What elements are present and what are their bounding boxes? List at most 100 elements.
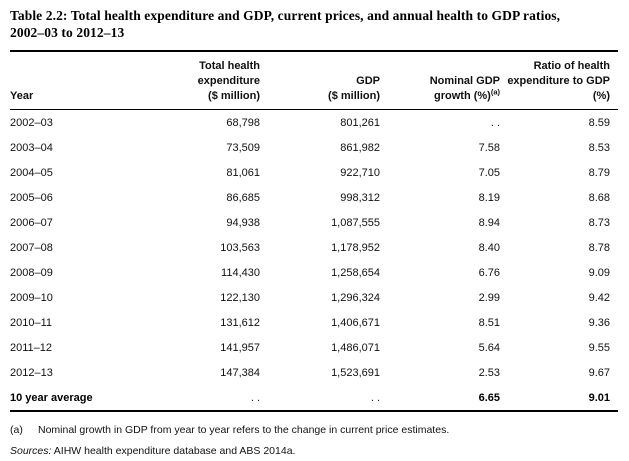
header-row: Year Total health expenditure ($ million…: [10, 51, 618, 110]
table-row: 2007–08 103,563 1,178,952 8.40 8.78: [10, 235, 618, 260]
footnote-marker: (a): [10, 424, 23, 436]
expenditure-gdp-table: Year Total health expenditure ($ million…: [10, 50, 618, 412]
value-cell: 1,523,691: [331, 366, 380, 379]
value-cell: 1,406,671: [331, 316, 380, 329]
value-cell: 122,130: [220, 291, 260, 304]
average-cell-expenditure: . .: [250, 391, 260, 404]
average-cell-nominal-growth: 6.65: [478, 391, 500, 404]
value-cell: 7.58: [478, 141, 500, 154]
table-row: 2006–07 94,938 1,087,555 8.94 8.73: [10, 210, 618, 235]
value-cell: 103,563: [220, 241, 260, 254]
footnote: (a) Nominal growth in GDP from year to ye…: [10, 424, 618, 437]
table-row: 2010–11 131,612 1,406,671 8.51 9.36: [10, 310, 618, 335]
value-cell: 8.94: [478, 216, 500, 229]
sources-line: Sources: AIHW health expenditure databas…: [10, 445, 618, 458]
header-line: (%): [592, 90, 610, 102]
value-cell: 114,430: [221, 266, 260, 279]
year-cell: 2012–13: [10, 366, 53, 379]
table-body: 2002–03 68,798 801,261 . . 8.59 2003–04 73,509…: [10, 110, 618, 386]
average-row: 10 year average . . . . 6.65 9.01: [10, 385, 618, 411]
year-cell: 2011–12: [10, 341, 53, 354]
table-title: Table 2.2: Total health expenditure and …: [10, 7, 618, 41]
value-cell: 6.76: [478, 266, 500, 279]
value-cell: 9.42: [588, 291, 610, 304]
year-cell: 2003–04: [10, 141, 53, 154]
value-cell: 8.73: [588, 216, 610, 229]
average-row-label: 10 year average: [10, 391, 93, 404]
year-cell: 2006–07: [10, 216, 53, 229]
header-line: expenditure: [197, 75, 260, 87]
value-cell: 9.09: [588, 266, 610, 279]
value-cell: 1,178,952: [331, 241, 380, 254]
value-cell: 1,486,071: [331, 341, 380, 354]
value-cell: 73,509: [226, 141, 260, 154]
header-line-text: growth (%): [434, 90, 491, 102]
table-header: Year Total health expenditure ($ million…: [10, 51, 618, 110]
header-line: Total health: [199, 60, 260, 72]
header-line: expenditure to GDP: [507, 75, 610, 87]
footnote-superscript: (a): [490, 87, 500, 97]
header-line: Nominal GDP: [429, 75, 500, 87]
year-cell: 2010–11: [10, 316, 53, 329]
header-line: GDP: [356, 75, 380, 87]
table-row: 2011–12 141,957 1,486,071 5.64 9.55: [10, 335, 618, 360]
year-cell: 2007–08: [10, 241, 53, 254]
value-cell: 94,938: [226, 216, 260, 229]
value-cell: 8.79: [588, 166, 610, 179]
value-cell: 1,087,555: [331, 216, 380, 229]
sources-text: AIHW health expenditure database and ABS…: [53, 445, 296, 457]
value-cell: 131,612: [220, 316, 260, 329]
value-cell: 1,296,324: [331, 291, 380, 304]
year-cell: 2005–06: [10, 191, 53, 204]
value-cell: 998,312: [340, 191, 380, 204]
value-cell: 2.99: [478, 291, 500, 304]
value-cell: 861,982: [340, 141, 380, 154]
value-cell: 922,710: [340, 166, 380, 179]
value-cell: . .: [490, 116, 500, 129]
header-line: ($ million): [328, 90, 380, 102]
value-cell: 9.55: [588, 341, 610, 354]
value-cell: 2.53: [478, 366, 500, 379]
value-cell: 81,061: [226, 166, 260, 179]
table-row: 2003–04 73,509 861,982 7.58 8.53: [10, 135, 618, 160]
column-header-gdp: GDP ($ million): [260, 51, 380, 110]
value-cell: 8.53: [588, 141, 610, 154]
column-header-year: Year: [10, 51, 122, 110]
column-header-ratio-health-to-gdp: Ratio of health expenditure to GDP (%): [500, 51, 618, 110]
value-cell: 9.67: [588, 366, 610, 379]
value-cell: 147,384: [220, 366, 260, 379]
table-title-line-1: Table 2.2: Total health expenditure and …: [10, 8, 561, 23]
year-cell: 2008–09: [10, 266, 53, 279]
sources-label: Sources:: [10, 445, 52, 457]
average-cell-ratio: 9.01: [588, 391, 610, 404]
table-row: 2009–10 122,130 1,296,324 2.99 9.42: [10, 285, 618, 310]
table-row: 2012–13 147,384 1,523,691 2.53 9.67: [10, 360, 618, 385]
value-cell: 8.51: [478, 316, 500, 329]
value-cell: 8.68: [588, 191, 610, 204]
value-cell: 7.05: [478, 166, 500, 179]
value-cell: 8.59: [588, 116, 610, 129]
average-cell-gdp: . .: [370, 391, 380, 404]
value-cell: 8.19: [478, 191, 500, 204]
column-header-year-label: Year: [10, 90, 34, 102]
column-header-nominal-gdp-growth: Nominal GDP growth (%)(a): [380, 51, 500, 110]
header-line: Ratio of health: [533, 60, 610, 72]
table-row: 2002–03 68,798 801,261 . . 8.59: [10, 110, 618, 136]
footnote-text: Nominal growth in GDP from year to year …: [38, 424, 450, 436]
column-header-total-health-expenditure: Total health expenditure ($ million): [122, 51, 260, 110]
value-cell: 8.40: [478, 241, 500, 254]
table-row: 2008–09 114,430 1,258,654 6.76 9.09: [10, 260, 618, 285]
header-line: growth (%)(a): [380, 87, 500, 104]
value-cell: 9.36: [588, 316, 610, 329]
table-row: 2005–06 86,685 998,312 8.19 8.68: [10, 185, 618, 210]
value-cell: 8.78: [588, 241, 610, 254]
value-cell: 1,258,654: [331, 266, 380, 279]
value-cell: 86,685: [226, 191, 260, 204]
header-line: ($ million): [208, 90, 260, 102]
table-footer-body: 10 year average . . . . 6.65 9.01: [10, 385, 618, 411]
year-cell: 2009–10: [10, 291, 53, 304]
value-cell: 68,798: [226, 116, 260, 129]
value-cell: 5.64: [478, 341, 500, 354]
value-cell: 141,957: [220, 341, 260, 354]
